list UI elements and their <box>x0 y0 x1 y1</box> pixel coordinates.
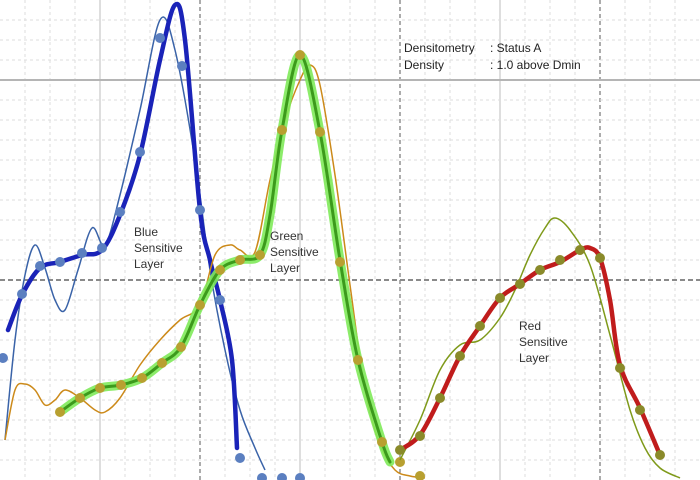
green-data-point <box>195 300 205 310</box>
green-thin-curve <box>4 64 426 479</box>
note-line1-key: Densitometry <box>404 41 475 55</box>
red-data-point <box>575 245 585 255</box>
green-label-line1: Green <box>270 229 303 243</box>
green-layer-series <box>4 50 426 480</box>
green-data-point <box>277 125 287 135</box>
blue-data-point <box>257 473 267 480</box>
blue-data-point <box>295 473 305 480</box>
blue-data-point <box>0 353 8 363</box>
green-data-point <box>176 342 186 352</box>
blue-data-point <box>135 147 145 157</box>
green-data-point <box>75 393 85 403</box>
green-data-point <box>377 437 387 447</box>
red-label-line2: Sensitive <box>519 335 568 349</box>
blue-data-point <box>155 33 165 43</box>
red-data-point <box>395 445 405 455</box>
green-label-line3: Layer <box>270 261 300 275</box>
green-data-point <box>55 407 65 417</box>
red-data-point <box>495 293 505 303</box>
green-label-line2: Sensitive <box>270 245 319 259</box>
green-data-point <box>315 127 325 137</box>
red-data-point <box>455 351 465 361</box>
green-data-point <box>335 257 345 267</box>
blue-data-point <box>35 261 45 271</box>
blue-data-point <box>177 61 187 71</box>
blue-data-point <box>115 207 125 217</box>
red-data-point <box>655 450 665 460</box>
red-label-line1: Red <box>519 319 541 333</box>
blue-data-point <box>17 289 27 299</box>
densitometry-note: Densitometry : Status A Density : 1.0 ab… <box>404 41 581 72</box>
red-data-point <box>615 363 625 373</box>
note-line2-key: Density <box>404 58 444 72</box>
red-data-point <box>415 431 425 441</box>
red-data-point <box>555 255 565 265</box>
green-layer-label: Green Sensitive Layer <box>270 229 319 275</box>
blue-label-line3: Layer <box>134 257 164 271</box>
red-layer-series <box>395 217 681 479</box>
green-data-point <box>255 250 265 260</box>
blue-label-line2: Sensitive <box>134 241 183 255</box>
blue-data-point <box>77 248 87 258</box>
green-data-point <box>395 457 405 467</box>
blue-data-point <box>215 295 225 305</box>
note-line2-value: : 1.0 above Dmin <box>490 58 581 72</box>
red-data-point <box>515 279 525 289</box>
green-data-point <box>95 383 105 393</box>
red-data-point <box>635 405 645 415</box>
red-layer-label: Red Sensitive Layer <box>519 319 568 365</box>
blue-data-point <box>55 257 65 267</box>
blue-data-point <box>235 453 245 463</box>
green-data-point <box>157 358 167 368</box>
blue-data-point <box>97 243 107 253</box>
blue-thin-curve <box>4 16 266 471</box>
blue-data-point <box>195 205 205 215</box>
red-data-point <box>535 265 545 275</box>
blue-layer-series <box>0 1 305 480</box>
red-thick-curve <box>397 245 663 458</box>
green-data-point <box>215 265 225 275</box>
blue-data-point <box>277 473 287 480</box>
green-data-point <box>235 255 245 265</box>
green-data-point <box>116 380 126 390</box>
note-line1-value: : Status A <box>490 41 541 55</box>
red-label-line3: Layer <box>519 351 549 365</box>
green-data-point <box>137 373 147 383</box>
blue-layer-label: Blue Sensitive Layer <box>134 225 183 271</box>
red-thin-curve <box>399 217 681 479</box>
green-data-point <box>353 355 363 365</box>
red-data-point <box>475 321 485 331</box>
series-layer <box>0 1 681 480</box>
green-data-point <box>415 471 425 480</box>
red-data-point <box>595 253 605 263</box>
red-data-point <box>435 393 445 403</box>
blue-label-line1: Blue <box>134 225 158 239</box>
green-data-point <box>295 50 305 60</box>
